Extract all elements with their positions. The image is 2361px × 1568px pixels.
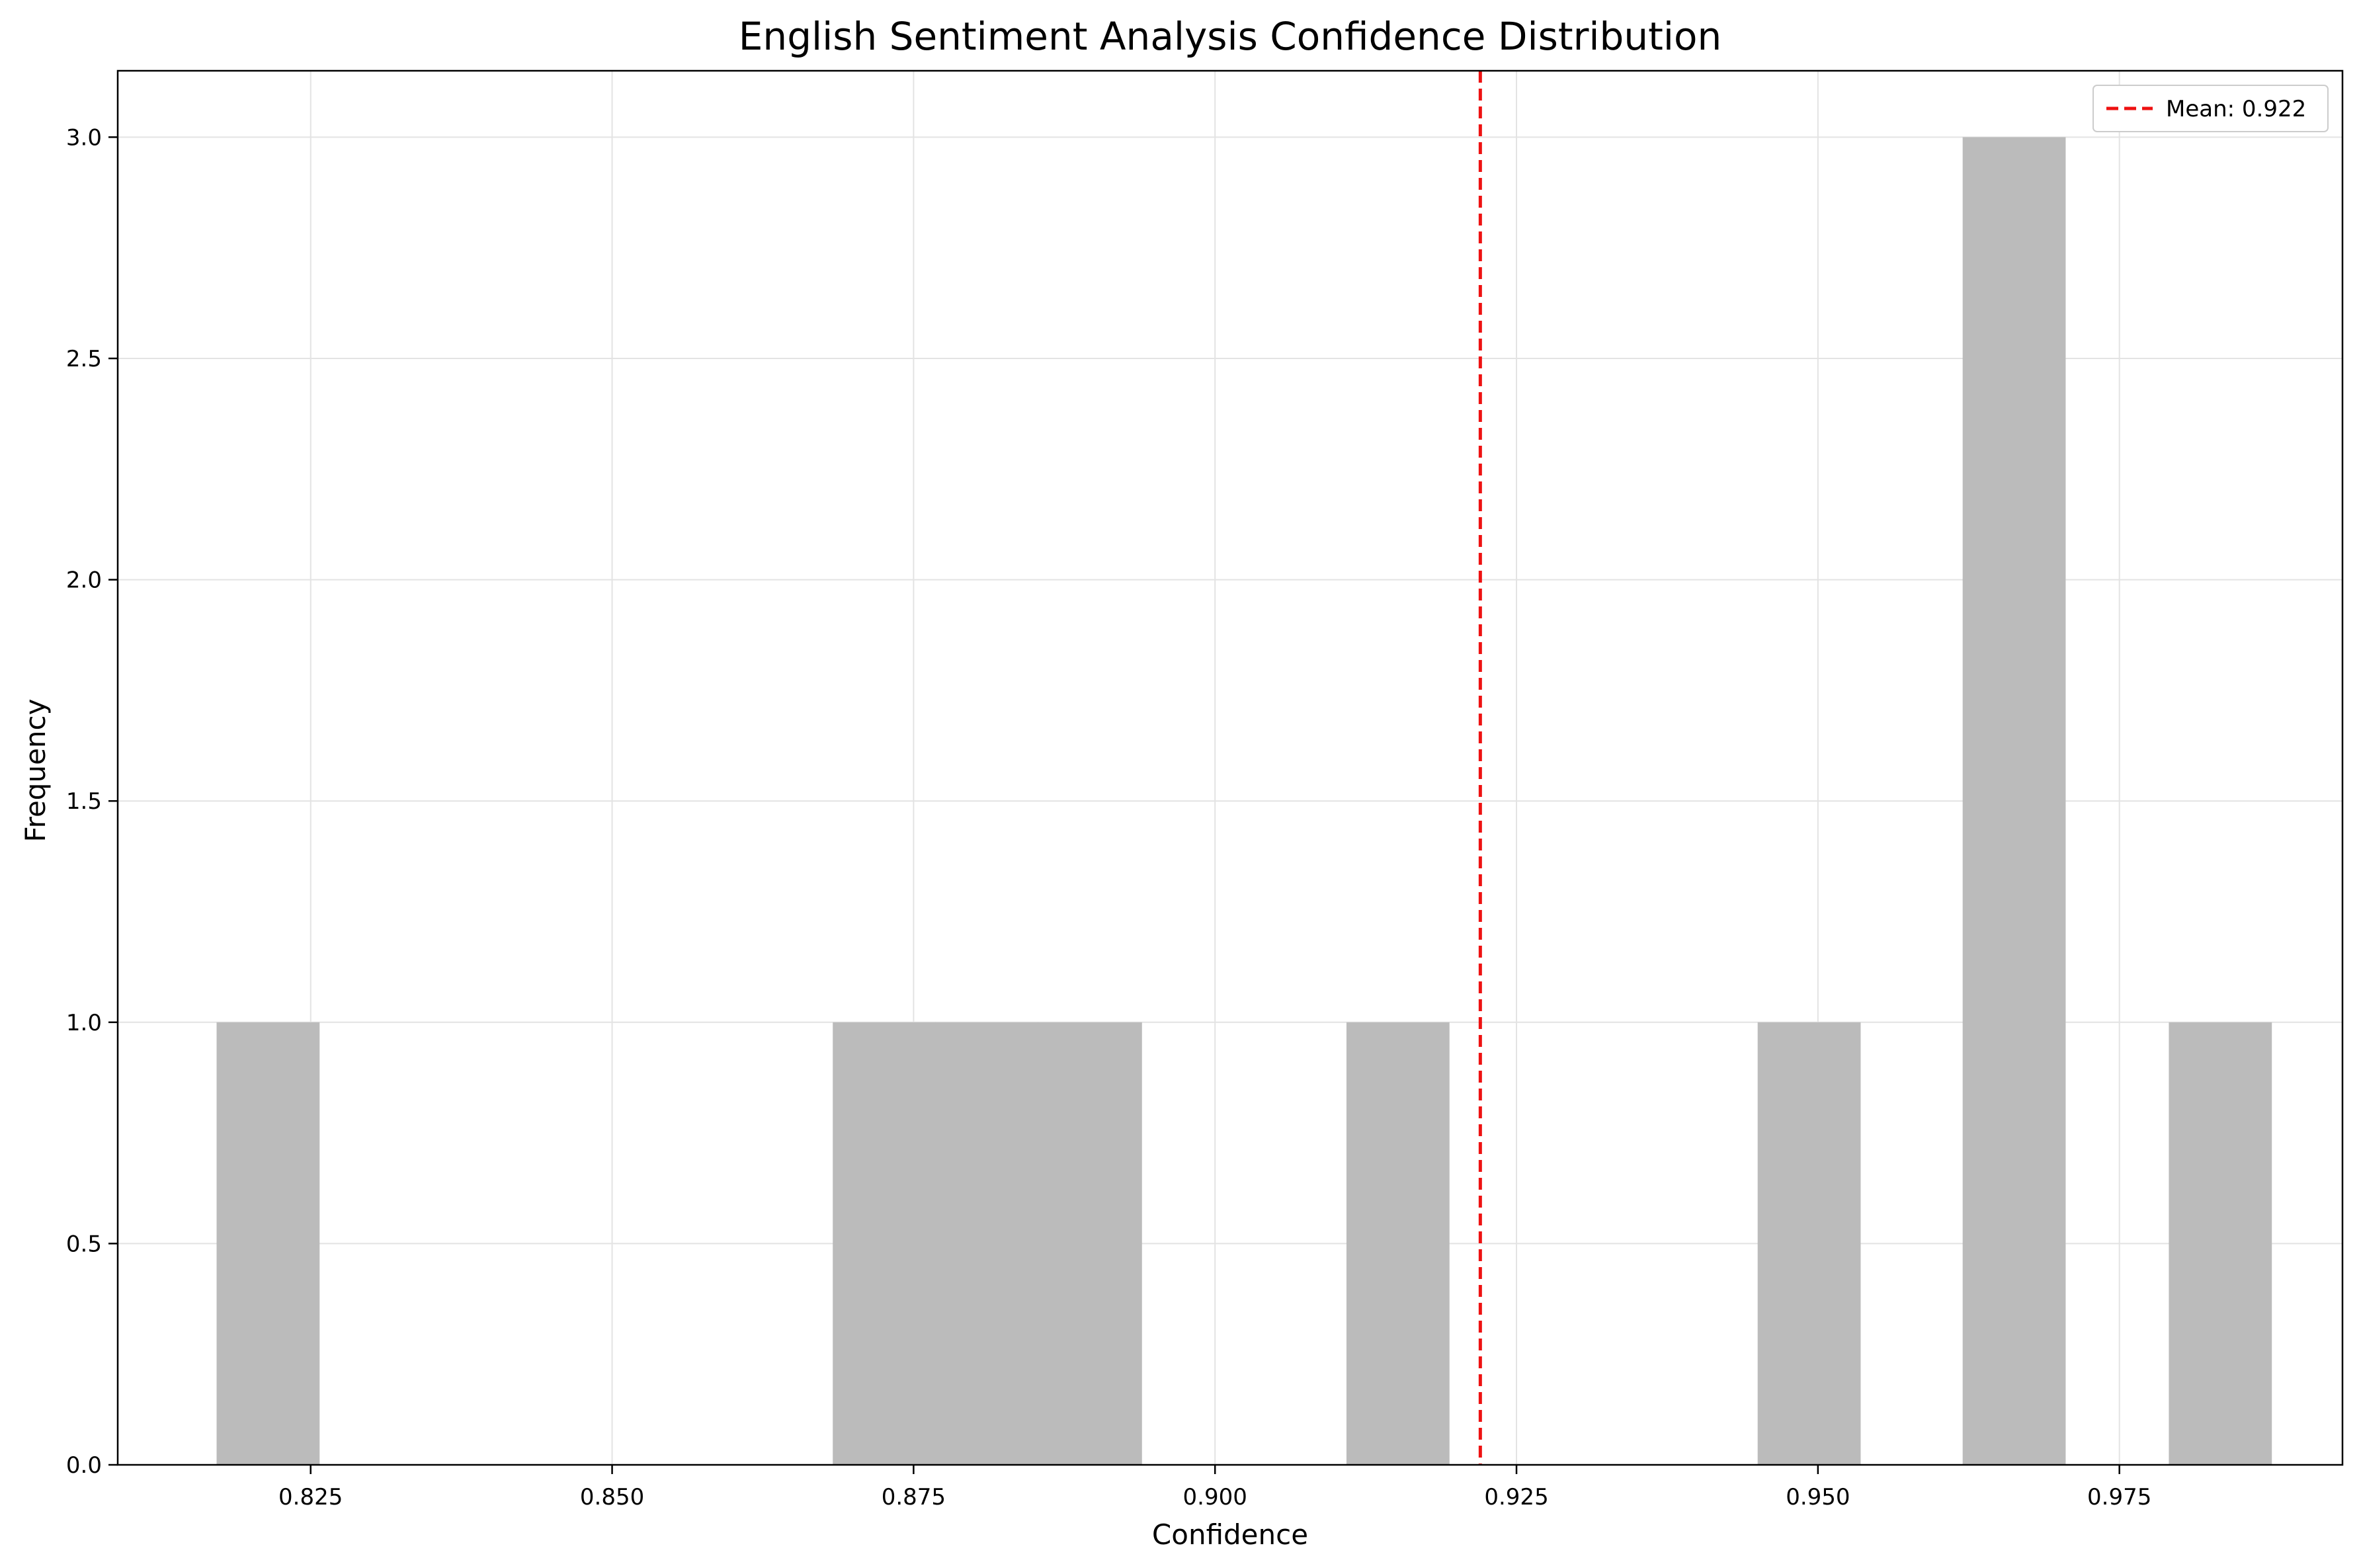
- y-tick-label: 1.0: [66, 1010, 102, 1036]
- y-axis-ticks: 0.0 0.5 1.0 1.5 2.0 2.5 3.0: [66, 124, 118, 1479]
- x-axis-label: Confidence: [1152, 1518, 1308, 1551]
- histogram-bars: [216, 137, 2272, 1465]
- histogram-bar: [1038, 1022, 1142, 1465]
- histogram-bar: [216, 1022, 320, 1465]
- x-tick-label: 0.850: [580, 1484, 644, 1510]
- y-tick-label: 0.5: [66, 1231, 102, 1257]
- histogram-bar: [1757, 1022, 1861, 1465]
- x-tick-label: 0.875: [882, 1484, 946, 1510]
- y-tick-label: 0.0: [66, 1452, 102, 1479]
- histogram-bar: [1962, 137, 2066, 1465]
- x-axis-ticks: 0.825 0.850 0.875 0.900 0.925 0.950 0.975: [278, 1465, 2151, 1510]
- legend: Mean: 0.922: [2092, 85, 2329, 132]
- x-tick-label: 0.975: [2087, 1484, 2151, 1510]
- y-tick-label: 2.5: [66, 346, 102, 372]
- legend-box: [2092, 85, 2329, 132]
- x-tick-label: 0.950: [1786, 1484, 1850, 1510]
- y-axis-label: Frequency: [19, 699, 52, 843]
- histogram-bar: [2169, 1022, 2272, 1465]
- histogram-bar: [935, 1022, 1038, 1465]
- chart-title: English Sentiment Analysis Confidence Di…: [739, 14, 1721, 59]
- y-tick-label: 2.0: [66, 567, 102, 594]
- y-tick-label: 1.5: [66, 788, 102, 815]
- histogram-bar: [833, 1022, 936, 1465]
- y-tick-label: 3.0: [66, 124, 102, 151]
- x-tick-label: 0.900: [1183, 1484, 1247, 1510]
- legend-mean-label: Mean: 0.922: [2166, 96, 2306, 122]
- x-tick-label: 0.825: [278, 1484, 343, 1510]
- histogram-bar: [1346, 1022, 1450, 1465]
- x-tick-label: 0.925: [1484, 1484, 1548, 1510]
- plot-area-frame: [116, 69, 2344, 1466]
